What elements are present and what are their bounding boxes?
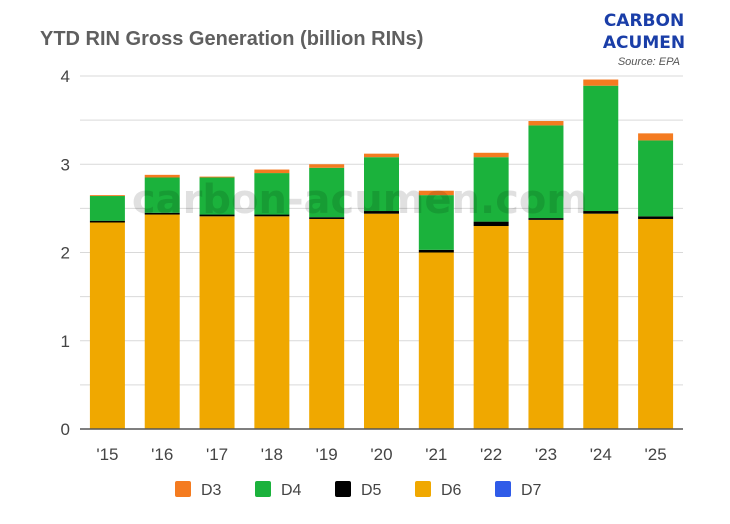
watermark: carbon-acumen.com bbox=[132, 177, 588, 223]
bar-d4-3 bbox=[254, 173, 290, 215]
logo-line-1: CARBON bbox=[604, 11, 684, 31]
y-tick-label: 2 bbox=[61, 244, 70, 263]
x-tick-label: '22 bbox=[480, 445, 502, 464]
x-tick-label: '24 bbox=[590, 445, 612, 464]
bar-d6-0 bbox=[89, 222, 125, 429]
bar-d5-1 bbox=[144, 212, 180, 215]
bar-d5-10 bbox=[638, 216, 674, 219]
legend-label-d6: D6 bbox=[441, 482, 462, 499]
bar-d3-2 bbox=[199, 176, 235, 178]
bar-d5-3 bbox=[254, 214, 290, 217]
bar-d3-4 bbox=[309, 164, 345, 168]
legend-swatch-d4 bbox=[255, 481, 271, 497]
x-tick-label: '19 bbox=[316, 445, 338, 464]
source-note: Source: EPA bbox=[618, 56, 680, 68]
bar-d3-5 bbox=[364, 153, 399, 158]
bar-d5-7 bbox=[473, 221, 509, 227]
bar-d5-0 bbox=[89, 220, 125, 223]
bar-d6-3 bbox=[254, 216, 290, 429]
x-tick-label: '25 bbox=[645, 445, 667, 464]
bar-d4-8 bbox=[528, 125, 564, 219]
logo-line-2: ACUMEN bbox=[603, 33, 685, 53]
bar-d5-4 bbox=[309, 217, 345, 219]
bar-d3-1 bbox=[144, 174, 180, 178]
x-tick-label: '23 bbox=[535, 445, 557, 464]
bar-d4-10 bbox=[638, 140, 674, 217]
legend-label-d3: D3 bbox=[201, 482, 222, 499]
legend-swatch-d6 bbox=[415, 481, 431, 497]
bar-d4-4 bbox=[309, 167, 345, 218]
bar-d6-1 bbox=[144, 214, 180, 429]
bar-d3-3 bbox=[254, 169, 290, 174]
bar-d3-6 bbox=[418, 190, 454, 196]
x-axis-ticks: '15 '16 '17 '18 '19 '20 '21 '22 '23 '24 '25 bbox=[96, 445, 666, 464]
bar-d5-5 bbox=[364, 211, 399, 214]
bar-d6-7 bbox=[473, 226, 509, 429]
chart-title: YTD RIN Gross Generation (billion RINs) bbox=[40, 28, 423, 50]
bars bbox=[89, 79, 674, 429]
y-tick-label: 4 bbox=[61, 67, 70, 86]
y-tick-label: 0 bbox=[61, 420, 70, 439]
bar-d5-2 bbox=[199, 214, 235, 217]
bar-d3-9 bbox=[583, 79, 619, 86]
bar-d6-6 bbox=[418, 252, 454, 429]
x-tick-label: '18 bbox=[261, 445, 283, 464]
legend-label-d7: D7 bbox=[521, 482, 542, 499]
bar-d5-6 bbox=[418, 249, 454, 253]
x-tick-label: '21 bbox=[425, 445, 447, 464]
legend-label-d4: D4 bbox=[281, 482, 302, 499]
bar-d4-2 bbox=[199, 177, 235, 215]
bar-d6-10 bbox=[638, 218, 674, 429]
bar-d6-2 bbox=[199, 216, 235, 429]
y-axis-ticks: 0 1 2 3 4 bbox=[61, 67, 70, 439]
legend-label-d5: D5 bbox=[361, 482, 382, 499]
y-tick-label: 3 bbox=[61, 155, 70, 174]
bar-d3-8 bbox=[528, 121, 564, 126]
legend: D3 D4 D5 D6 D7 bbox=[175, 481, 542, 499]
bar-d4-5 bbox=[364, 157, 399, 212]
bar-d6-4 bbox=[309, 218, 345, 429]
x-tick-label: '20 bbox=[370, 445, 392, 464]
bar-d5-8 bbox=[528, 218, 564, 220]
legend-swatch-d3 bbox=[175, 481, 191, 497]
bar-d6-9 bbox=[583, 213, 619, 429]
bar-d3-7 bbox=[473, 152, 509, 158]
legend-swatch-d7 bbox=[495, 481, 511, 497]
y-tick-label: 1 bbox=[61, 332, 70, 351]
x-tick-label: '17 bbox=[206, 445, 228, 464]
bar-d4-6 bbox=[418, 195, 454, 250]
bar-d4-0 bbox=[89, 196, 125, 221]
x-tick-label: '15 bbox=[96, 445, 118, 464]
bar-d3-0 bbox=[89, 195, 125, 197]
x-tick-label: '16 bbox=[151, 445, 173, 464]
bar-d4-9 bbox=[583, 85, 619, 212]
bar-d6-8 bbox=[528, 219, 564, 429]
bar-d4-1 bbox=[144, 177, 180, 213]
bar-d6-5 bbox=[364, 213, 399, 429]
legend-swatch-d5 bbox=[335, 481, 351, 497]
bar-d4-7 bbox=[473, 157, 509, 222]
bar-d3-10 bbox=[638, 133, 674, 141]
bar-d5-9 bbox=[583, 211, 619, 214]
